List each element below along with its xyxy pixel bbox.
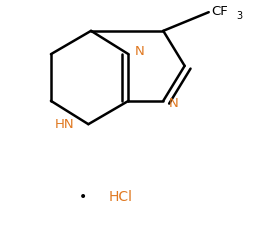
Text: 3: 3 xyxy=(237,11,243,21)
Text: •: • xyxy=(79,190,87,204)
Text: N: N xyxy=(134,45,144,58)
Text: N: N xyxy=(169,97,179,110)
Text: HCl: HCl xyxy=(108,190,132,204)
Text: HN: HN xyxy=(55,118,74,131)
Text: CF: CF xyxy=(211,5,228,17)
